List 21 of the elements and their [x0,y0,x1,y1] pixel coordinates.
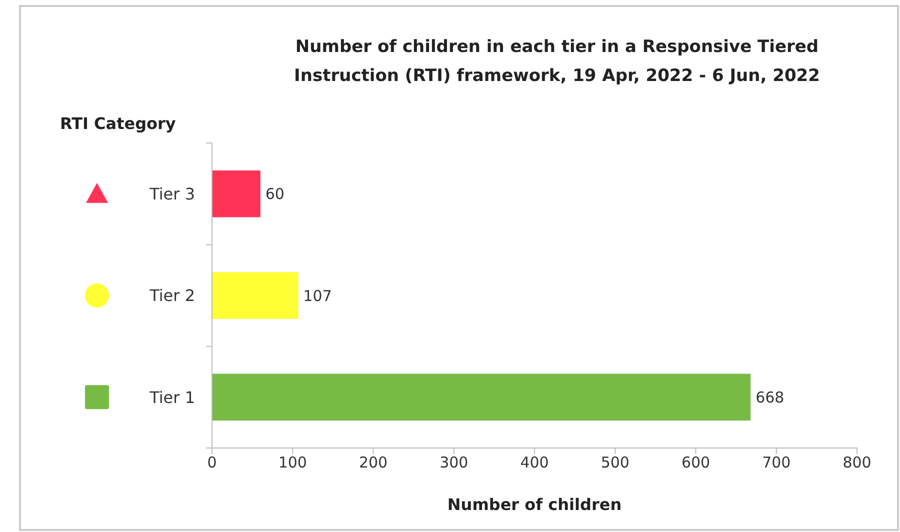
data-label: 107 [303,286,332,305]
x-tick-label: 400 [520,454,549,472]
y-axis-title: RTI Category [60,114,176,133]
x-tick-label: 100 [278,454,307,472]
bar [212,272,298,319]
x-axis-title: Number of children [447,495,622,514]
data-label: 668 [756,388,784,406]
chart-title: Number of children in each tier in a Responsive Tiered Instruction (RTI) framework, 19 Apr, 2022 - 6 Jun, 2022 [294,37,820,86]
x-tick-label: 700 [762,454,791,472]
x-tick-label: 0 [207,454,217,472]
bar [212,374,751,421]
x-tick-label: 200 [358,454,388,472]
x-tick-label: 600 [681,454,710,472]
y-tick-label: Tier 2 [148,286,195,306]
bar [212,170,260,218]
x-tick-label: 500 [600,454,630,472]
y-tick-label: Tier 1 [148,388,195,407]
x-tick-label: 300 [440,454,468,472]
y-tick-label: Tier 3 [148,184,195,204]
x-tick-label: 800 [842,454,872,472]
data-label: 60 [265,185,284,204]
